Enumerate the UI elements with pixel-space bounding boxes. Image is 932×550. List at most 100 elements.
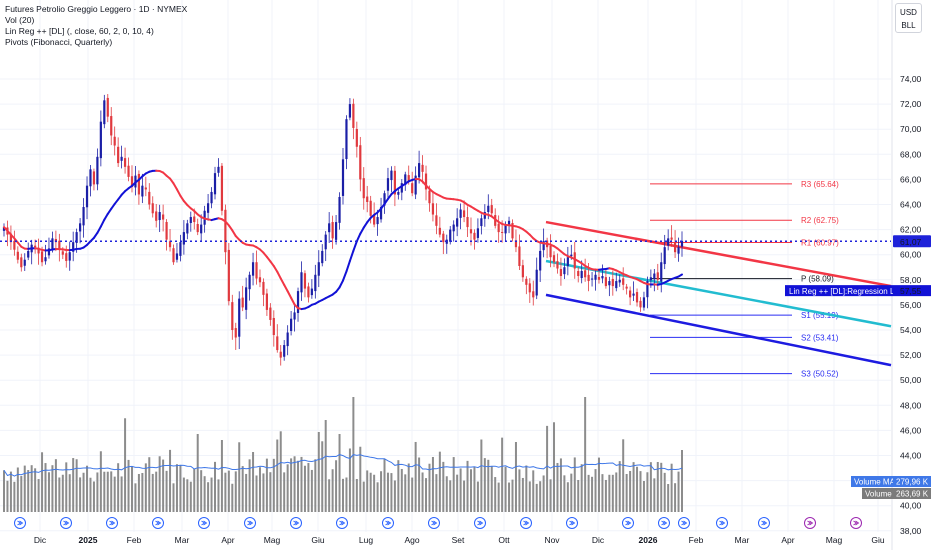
symbol-title[interactable]: Futures Petrolio Greggio Leggero · 1D · … bbox=[5, 4, 188, 14]
candle-body bbox=[79, 223, 82, 232]
candle-body bbox=[117, 146, 120, 164]
candle-body bbox=[580, 271, 583, 279]
candle-body bbox=[442, 233, 445, 243]
volume-bar bbox=[297, 460, 300, 512]
regression-value-badge bbox=[893, 285, 931, 297]
price-tick-label: 48,00 bbox=[900, 400, 922, 410]
volume-bar bbox=[234, 471, 237, 512]
volume-bar bbox=[449, 480, 452, 512]
candle-body bbox=[20, 257, 23, 268]
time-tick-label: Dic bbox=[592, 535, 605, 545]
volume-bar bbox=[608, 474, 611, 512]
volume-bar bbox=[99, 451, 102, 512]
event-marker bbox=[290, 517, 302, 529]
unit-selector[interactable]: USD BLL bbox=[895, 3, 922, 33]
candle-body bbox=[539, 250, 542, 271]
volume-ma-name-badge bbox=[851, 476, 893, 487]
candle-body bbox=[421, 164, 424, 172]
price-tick-label: 50,00 bbox=[900, 375, 922, 385]
volume-bar bbox=[681, 450, 683, 512]
candle-body bbox=[345, 119, 348, 160]
candle-body bbox=[590, 278, 594, 280]
candle-body bbox=[673, 242, 677, 253]
volume-bar bbox=[27, 470, 30, 512]
candle-body bbox=[456, 218, 459, 227]
moving-average-segment bbox=[175, 188, 182, 197]
volume-bar bbox=[103, 471, 106, 512]
volume-bar bbox=[476, 481, 479, 512]
candle-body bbox=[47, 248, 51, 256]
event-marker-icon bbox=[719, 520, 726, 526]
volume-bar bbox=[342, 478, 344, 512]
candle-body bbox=[400, 183, 403, 193]
volume-bar bbox=[397, 460, 400, 512]
moving-average-segment bbox=[227, 224, 234, 232]
volume-bar bbox=[539, 481, 542, 512]
candle-body bbox=[303, 273, 307, 289]
candle-body bbox=[103, 100, 106, 125]
candle-body bbox=[210, 191, 213, 204]
volume-bar bbox=[179, 465, 182, 512]
candle-body bbox=[639, 300, 642, 308]
time-axis[interactable]: Dic 2025 Feb Mar Apr Mag Giu Lug Ago Set Ott Nov Dic… bbox=[34, 535, 885, 545]
volume-bar bbox=[324, 420, 327, 512]
linreg-indicator-label[interactable]: Lin Reg ++ [DL] (, close, 60, 2, 0, 10, … bbox=[5, 26, 154, 36]
event-marker bbox=[474, 517, 486, 529]
candle-body bbox=[196, 223, 199, 233]
moving-average-segment bbox=[283, 283, 289, 293]
volume-bar bbox=[646, 472, 649, 512]
candle-body bbox=[418, 163, 421, 178]
event-marker bbox=[520, 517, 532, 529]
volume-bar bbox=[54, 459, 57, 512]
candle-body bbox=[307, 286, 310, 298]
volume-bar bbox=[193, 468, 196, 512]
event-marker-icon bbox=[63, 520, 70, 526]
pivot-label-s2: S2 (53.41) bbox=[801, 333, 839, 342]
volume-bar bbox=[151, 473, 154, 512]
volume-bar bbox=[438, 451, 441, 512]
pivot-label-r2: R2 (62.75) bbox=[801, 216, 839, 225]
candle-body bbox=[89, 169, 92, 187]
last-price-value: 61,07 bbox=[900, 237, 922, 247]
candle-body bbox=[182, 232, 185, 245]
candle-body bbox=[473, 232, 476, 240]
candle-body bbox=[366, 196, 369, 202]
volume-bar bbox=[660, 462, 663, 512]
candle-body bbox=[328, 223, 331, 233]
moving-average-segment bbox=[96, 225, 102, 234]
volume-bar bbox=[113, 476, 116, 512]
volume-bar bbox=[559, 458, 562, 512]
volume-bar bbox=[293, 456, 296, 512]
volume-bar bbox=[130, 466, 133, 512]
volume-bar bbox=[286, 464, 289, 512]
pivot-label-r3: R3 (65.64) bbox=[801, 180, 839, 189]
event-marker bbox=[716, 517, 728, 529]
volume-bar bbox=[566, 482, 569, 512]
volume-bar bbox=[504, 466, 507, 512]
volume-value-badge bbox=[893, 488, 931, 499]
volume-bar bbox=[355, 479, 358, 512]
volume-indicator-label[interactable]: Vol (20) bbox=[5, 15, 35, 25]
pivots-indicator-label[interactable]: Pivots (Fibonacci, Quarterly) bbox=[5, 37, 113, 47]
candle-body bbox=[99, 121, 102, 159]
volume-bar bbox=[120, 476, 123, 512]
volume-bar bbox=[200, 470, 203, 512]
volume-bar bbox=[518, 469, 521, 512]
candle-body bbox=[217, 166, 220, 173]
volume-bar bbox=[407, 463, 410, 512]
volume-bar bbox=[348, 448, 351, 512]
volume-bar bbox=[3, 470, 5, 512]
volume-bar bbox=[331, 469, 334, 512]
price-tick-label: 38,00 bbox=[900, 526, 922, 536]
volume-bar bbox=[224, 472, 227, 512]
candle-body bbox=[587, 274, 590, 282]
candle-body bbox=[75, 232, 78, 243]
price-axis[interactable]: 74,00 72,00 70,00 68,00 66,00 64,00 62,00 60,00… bbox=[900, 74, 922, 550]
volume-bar bbox=[636, 466, 639, 512]
moving-average-segment bbox=[92, 231, 99, 239]
volume-bar bbox=[217, 479, 220, 512]
price-tick-label: 64,00 bbox=[900, 200, 922, 210]
candle-body bbox=[632, 293, 635, 296]
candle-body bbox=[341, 159, 345, 196]
